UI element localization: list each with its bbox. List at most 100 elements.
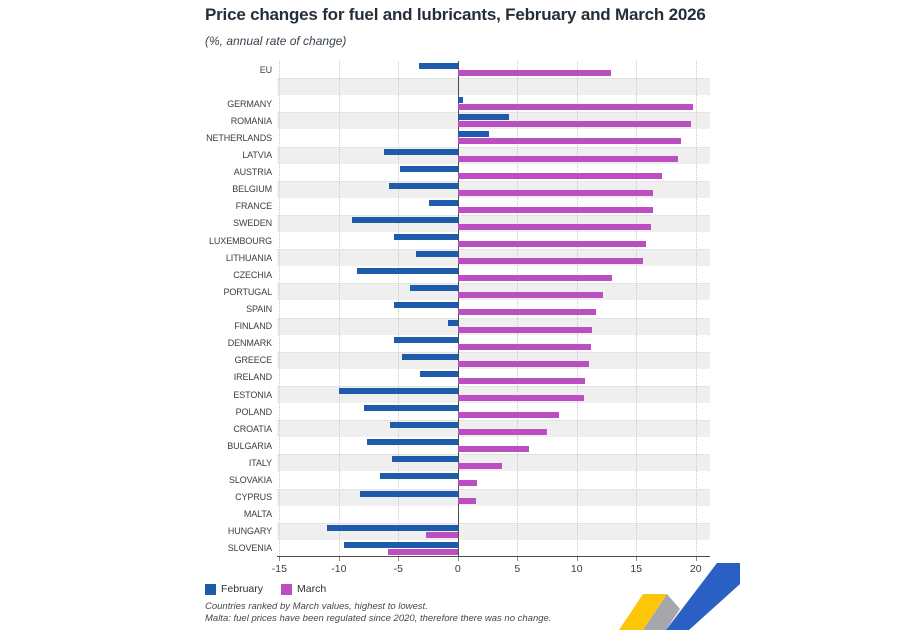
country-label-denmark: DENMARK [227,338,272,349]
feb-bar-slovakia [380,473,458,480]
mar-bar-greece [457,360,589,367]
country-label-estonia: ESTONIA [233,389,272,400]
x-tick-label--5: -5 [393,563,403,575]
x-tick-20 [695,557,697,561]
country-label-belgium: BELGIUM [232,184,272,195]
mar-bar-estonia [457,394,584,401]
feb-bar-estonia [338,387,458,394]
country-label-latvia: LATVIA [242,150,272,161]
country-label-hungary: HUNGARY [227,526,272,537]
country-label-spain: SPAIN [246,304,272,314]
legend-march-label: March [297,583,327,595]
x-tick-label-20: 20 [689,563,702,575]
x-tick--15 [279,557,281,561]
feb-bar-sweden [351,216,458,223]
country-label-malta: MALTA [243,509,272,520]
mar-bar-spain [457,309,596,316]
mar-bar-france [457,206,653,213]
mar-bar-ireland [457,377,586,384]
mar-bar-croatia [457,429,548,436]
mar-bar-germany [457,104,694,111]
x-tick-label-5: 5 [514,563,521,575]
february-swatch-icon [205,583,216,595]
country-label-germany: GERMANY [227,98,272,109]
feb-bar-latvia [384,148,458,155]
x-tick-label-0: 0 [454,563,461,575]
x-tick-10 [576,557,578,561]
mar-bar-bulgaria [457,446,530,453]
zero-line [457,61,459,556]
footnote-malta: Malta: fuel prices have been regulated s… [205,612,552,624]
x-tick-0 [457,557,459,561]
row-band [277,471,710,488]
mar-bar-sweden [457,223,651,230]
mar-bar-romania [457,121,691,128]
feb-bar-greece [401,353,458,360]
mar-bar-hungary [425,531,458,538]
mar-bar-finland [457,326,593,333]
mar-bar-cyprus [457,497,476,504]
country-label-netherlands: NETHERLANDS [206,132,272,143]
mar-bar-slovakia [457,480,477,487]
feb-bar-croatia [390,422,458,429]
feb-bar-finland [448,319,458,326]
country-label-italy: ITALY [248,457,272,468]
feb-bar-italy [392,456,458,463]
legend-item-march: March [281,583,326,595]
country-label-portugal: PORTUGAL [223,286,272,297]
gridline-20 [695,61,697,556]
row-band [277,420,710,438]
country-label-finland: FINLAND [234,321,272,332]
feb-bar-spain [393,302,458,309]
x-tick--5 [398,557,400,561]
mar-bar-slovenia [387,548,458,555]
country-label-romania: ROMANIA [230,115,272,126]
feb-bar-hungary [326,524,458,531]
mar-bar-portugal [457,292,603,299]
feb-bar-netherlands [457,131,489,138]
x-tick-label--15: -15 [271,563,287,575]
eurostat-logo-icon [619,563,740,630]
gridline--15 [279,61,281,556]
country-label-luxembourg: LUXEMBOURG [208,235,272,246]
feb-bar-czechia [356,268,458,275]
feb-bar-germany [457,97,463,104]
row-band [277,78,710,96]
gridline--5 [398,61,400,556]
country-label-slovenia: SLOVENIA [227,543,272,554]
mar-bar-eu [457,70,612,76]
feb-bar-eu [418,63,458,69]
row-band [277,317,710,335]
mar-bar-netherlands [457,138,682,145]
feb-bar-luxembourg [393,234,458,241]
feb-bar-portugal [410,285,458,292]
mar-bar-denmark [457,343,592,350]
feb-bar-denmark [393,336,458,343]
country-label-bulgaria: BULGARIA [227,440,272,451]
legend: February March [205,583,336,595]
plot-area [277,61,710,557]
row-band [277,506,710,523]
x-tick--10 [338,557,340,561]
x-tick-label--10: -10 [331,563,347,575]
country-label-greece: GREECE [234,355,273,366]
feb-bar-cyprus [360,490,458,497]
mar-bar-luxembourg [457,241,646,248]
mar-bar-belgium [457,189,653,196]
country-label-ireland: IRELAND [233,372,272,383]
x-tick-15 [636,557,638,561]
footnotes: Countries ranked by March values, highes… [205,601,551,624]
gridline--10 [338,61,340,556]
gridline-10 [576,61,578,556]
x-tick-label-10: 10 [570,563,583,575]
country-label-austria: AUSTRIA [233,167,272,178]
chart-title: Price changes for fuel and lubricants, F… [205,5,706,24]
footnote-ranking: Countries ranked by March values, highes… [205,601,428,612]
country-label-slovakia: SLOVAKIA [228,475,272,486]
gridline-15 [636,61,638,556]
feb-bar-austria [399,165,458,172]
feb-bar-lithuania [416,251,458,258]
country-label-cyprus: CYPRUS [235,492,272,503]
mar-bar-czechia [457,275,613,282]
